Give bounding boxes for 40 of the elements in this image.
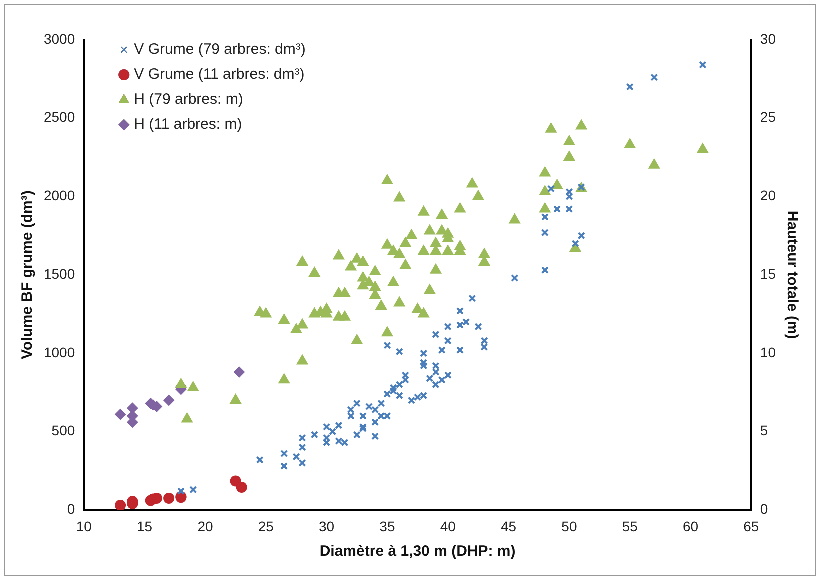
x-tick-label: 60 (682, 518, 699, 534)
y2-tick-label: 30 (760, 30, 776, 47)
legend-label: V Grume (11 arbres: dm³) (134, 66, 305, 84)
x-tick-label: 35 (380, 518, 396, 534)
x-tick-label: 55 (622, 518, 638, 534)
point (236, 482, 248, 493)
y2-tick-label: 20 (760, 188, 776, 204)
x-tick-label: 30 (319, 518, 335, 534)
x-tick-label: 40 (440, 518, 456, 534)
y2-tick-label: 25 (760, 109, 776, 126)
x-tick-label: 65 (744, 518, 760, 534)
point (127, 402, 138, 414)
y-tick-label: 3000 (44, 30, 76, 47)
y-tick-label: 1000 (44, 344, 76, 360)
y-tick-label: 1500 (44, 266, 76, 282)
point (115, 409, 126, 420)
x-tick-label: 15 (137, 518, 153, 534)
x-tick-label: 20 (198, 518, 214, 534)
y-tick-label: 2500 (44, 109, 76, 126)
legend-label: H (11 arbres: m) (134, 116, 242, 134)
x-axis-title: Diamètre à 1,30 m (DHP: m) (320, 543, 516, 560)
x-tick-label: 10 (76, 518, 92, 534)
point (115, 500, 126, 510)
y2-tick-label: 5 (760, 422, 768, 439)
y-tick-label: 2000 (44, 188, 76, 204)
x-tick-label: 50 (562, 518, 578, 534)
y2-tick-label: 15 (760, 266, 776, 282)
y-axis-title: Volume BF grume (dm³) (19, 190, 36, 360)
point (234, 366, 245, 378)
legend-label: V Grume (79 arbres: dm³) (134, 41, 306, 58)
y-tick-label: 500 (52, 422, 76, 439)
point (164, 492, 175, 504)
legend-label: H (79 arbres: m) (134, 91, 244, 108)
y2-axis-title: Hauteur totale (m) (784, 210, 801, 340)
y2-tick-label: 10 (760, 344, 776, 360)
point (164, 394, 175, 406)
y-tick-label: 0 (67, 501, 76, 518)
x-tick-label: 45 (500, 518, 517, 534)
y2-tick-label: 0 (760, 501, 768, 518)
x-tick-label: 25 (258, 518, 274, 534)
